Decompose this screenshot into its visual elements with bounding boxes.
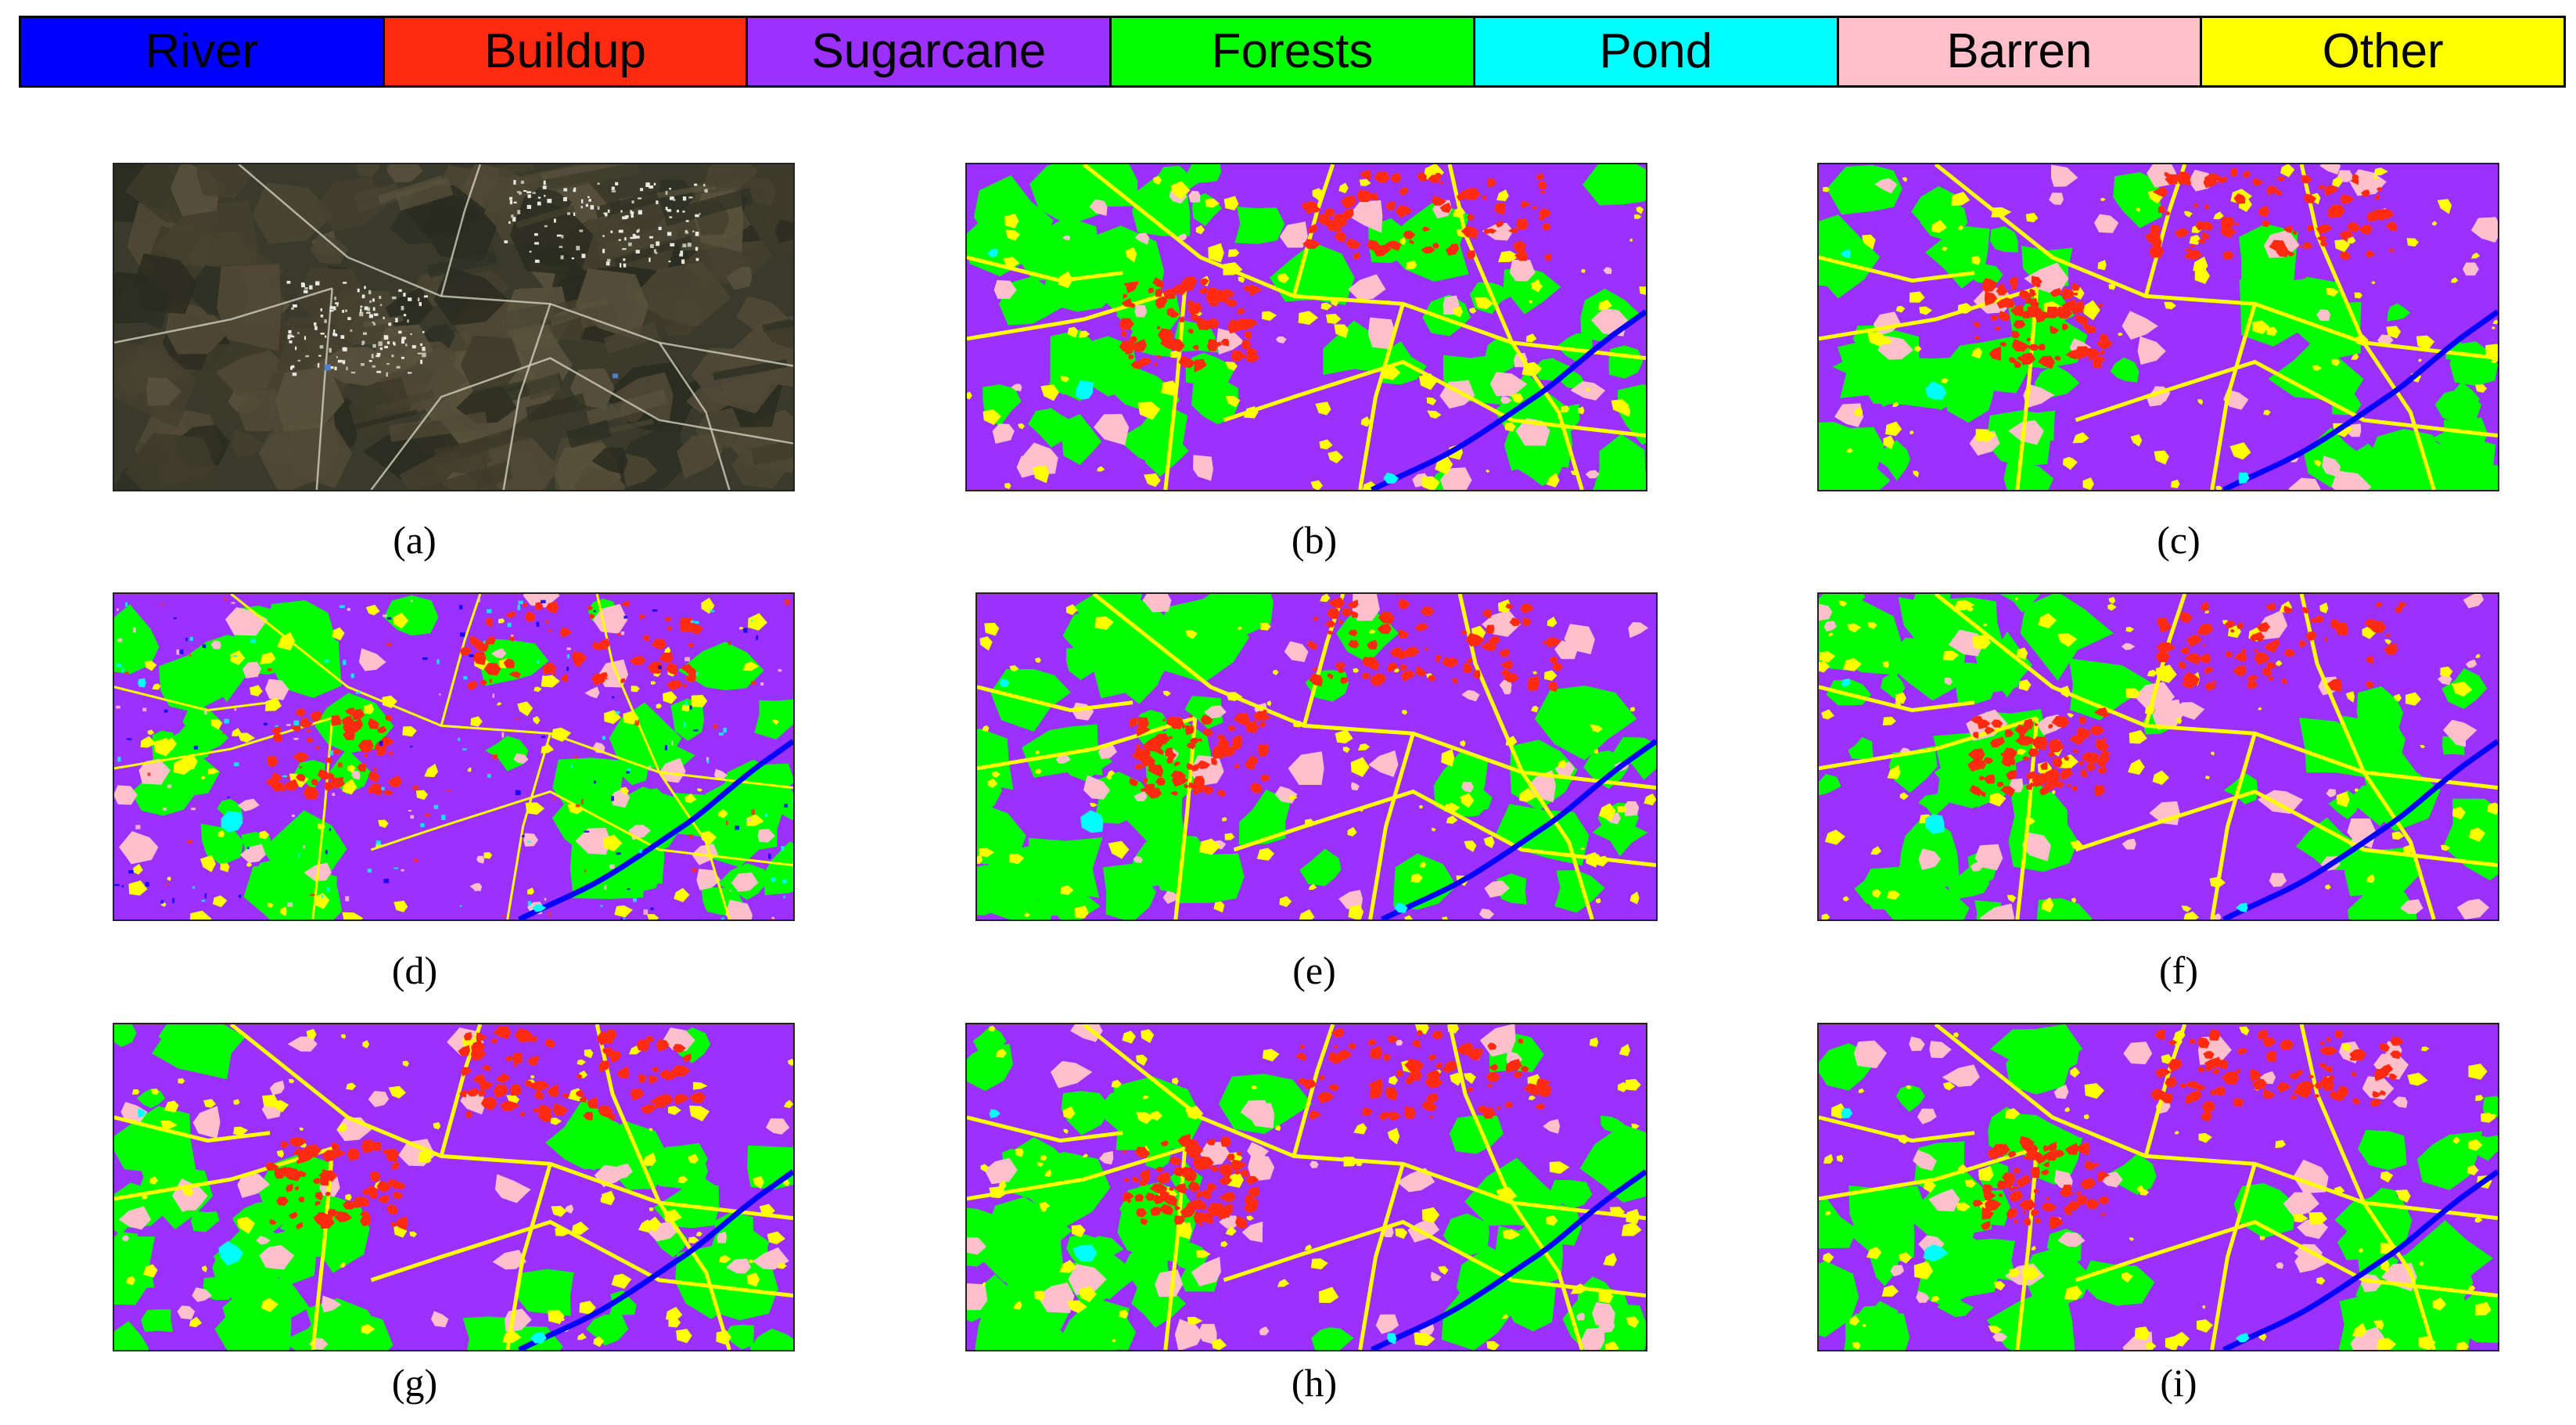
- legend-item-other: Other: [2202, 18, 2564, 85]
- legend-item-forests: Forests: [1112, 18, 1475, 85]
- caption-e: (e): [1292, 948, 1336, 992]
- map-image: [114, 1024, 793, 1350]
- legend-item-river: River: [21, 18, 385, 85]
- panel-g-classification-map: [113, 1023, 795, 1351]
- panel-d-classification-map: [113, 592, 795, 921]
- panel-e-classification-map: [975, 592, 1658, 921]
- caption-h: (h): [1291, 1361, 1338, 1405]
- map-image: [967, 1024, 1646, 1350]
- panel-f-classification-map: [1817, 592, 2499, 921]
- map-image: [977, 594, 1656, 919]
- panel-b-classification-map: [965, 163, 1647, 491]
- legend-item-sugarcane: Sugarcane: [748, 18, 1112, 85]
- map-image: [114, 164, 793, 490]
- map-image: [114, 594, 793, 919]
- panel-h-classification-map: [965, 1023, 1647, 1351]
- caption-c: (c): [2157, 518, 2201, 562]
- class-legend: River Buildup Sugarcane Forests Pond Bar…: [19, 16, 2566, 88]
- map-image: [1819, 164, 2498, 490]
- legend-item-barren: Barren: [1838, 18, 2203, 85]
- map-image: [1819, 1024, 2498, 1350]
- panel-c-classification-map: [1817, 163, 2499, 491]
- map-image: [1819, 594, 2498, 919]
- caption-f: (f): [2159, 948, 2198, 992]
- caption-b: (b): [1291, 518, 1338, 562]
- legend-item-pond: Pond: [1475, 18, 1839, 85]
- caption-g: (g): [391, 1361, 438, 1405]
- legend-item-buildup: Buildup: [384, 18, 749, 85]
- panel-a-satellite-image: [113, 163, 795, 491]
- map-image: [967, 164, 1646, 490]
- caption-a: (a): [393, 518, 437, 562]
- panel-i-classification-map: [1817, 1023, 2499, 1351]
- caption-i: (i): [2160, 1361, 2197, 1405]
- caption-d: (d): [391, 948, 438, 992]
